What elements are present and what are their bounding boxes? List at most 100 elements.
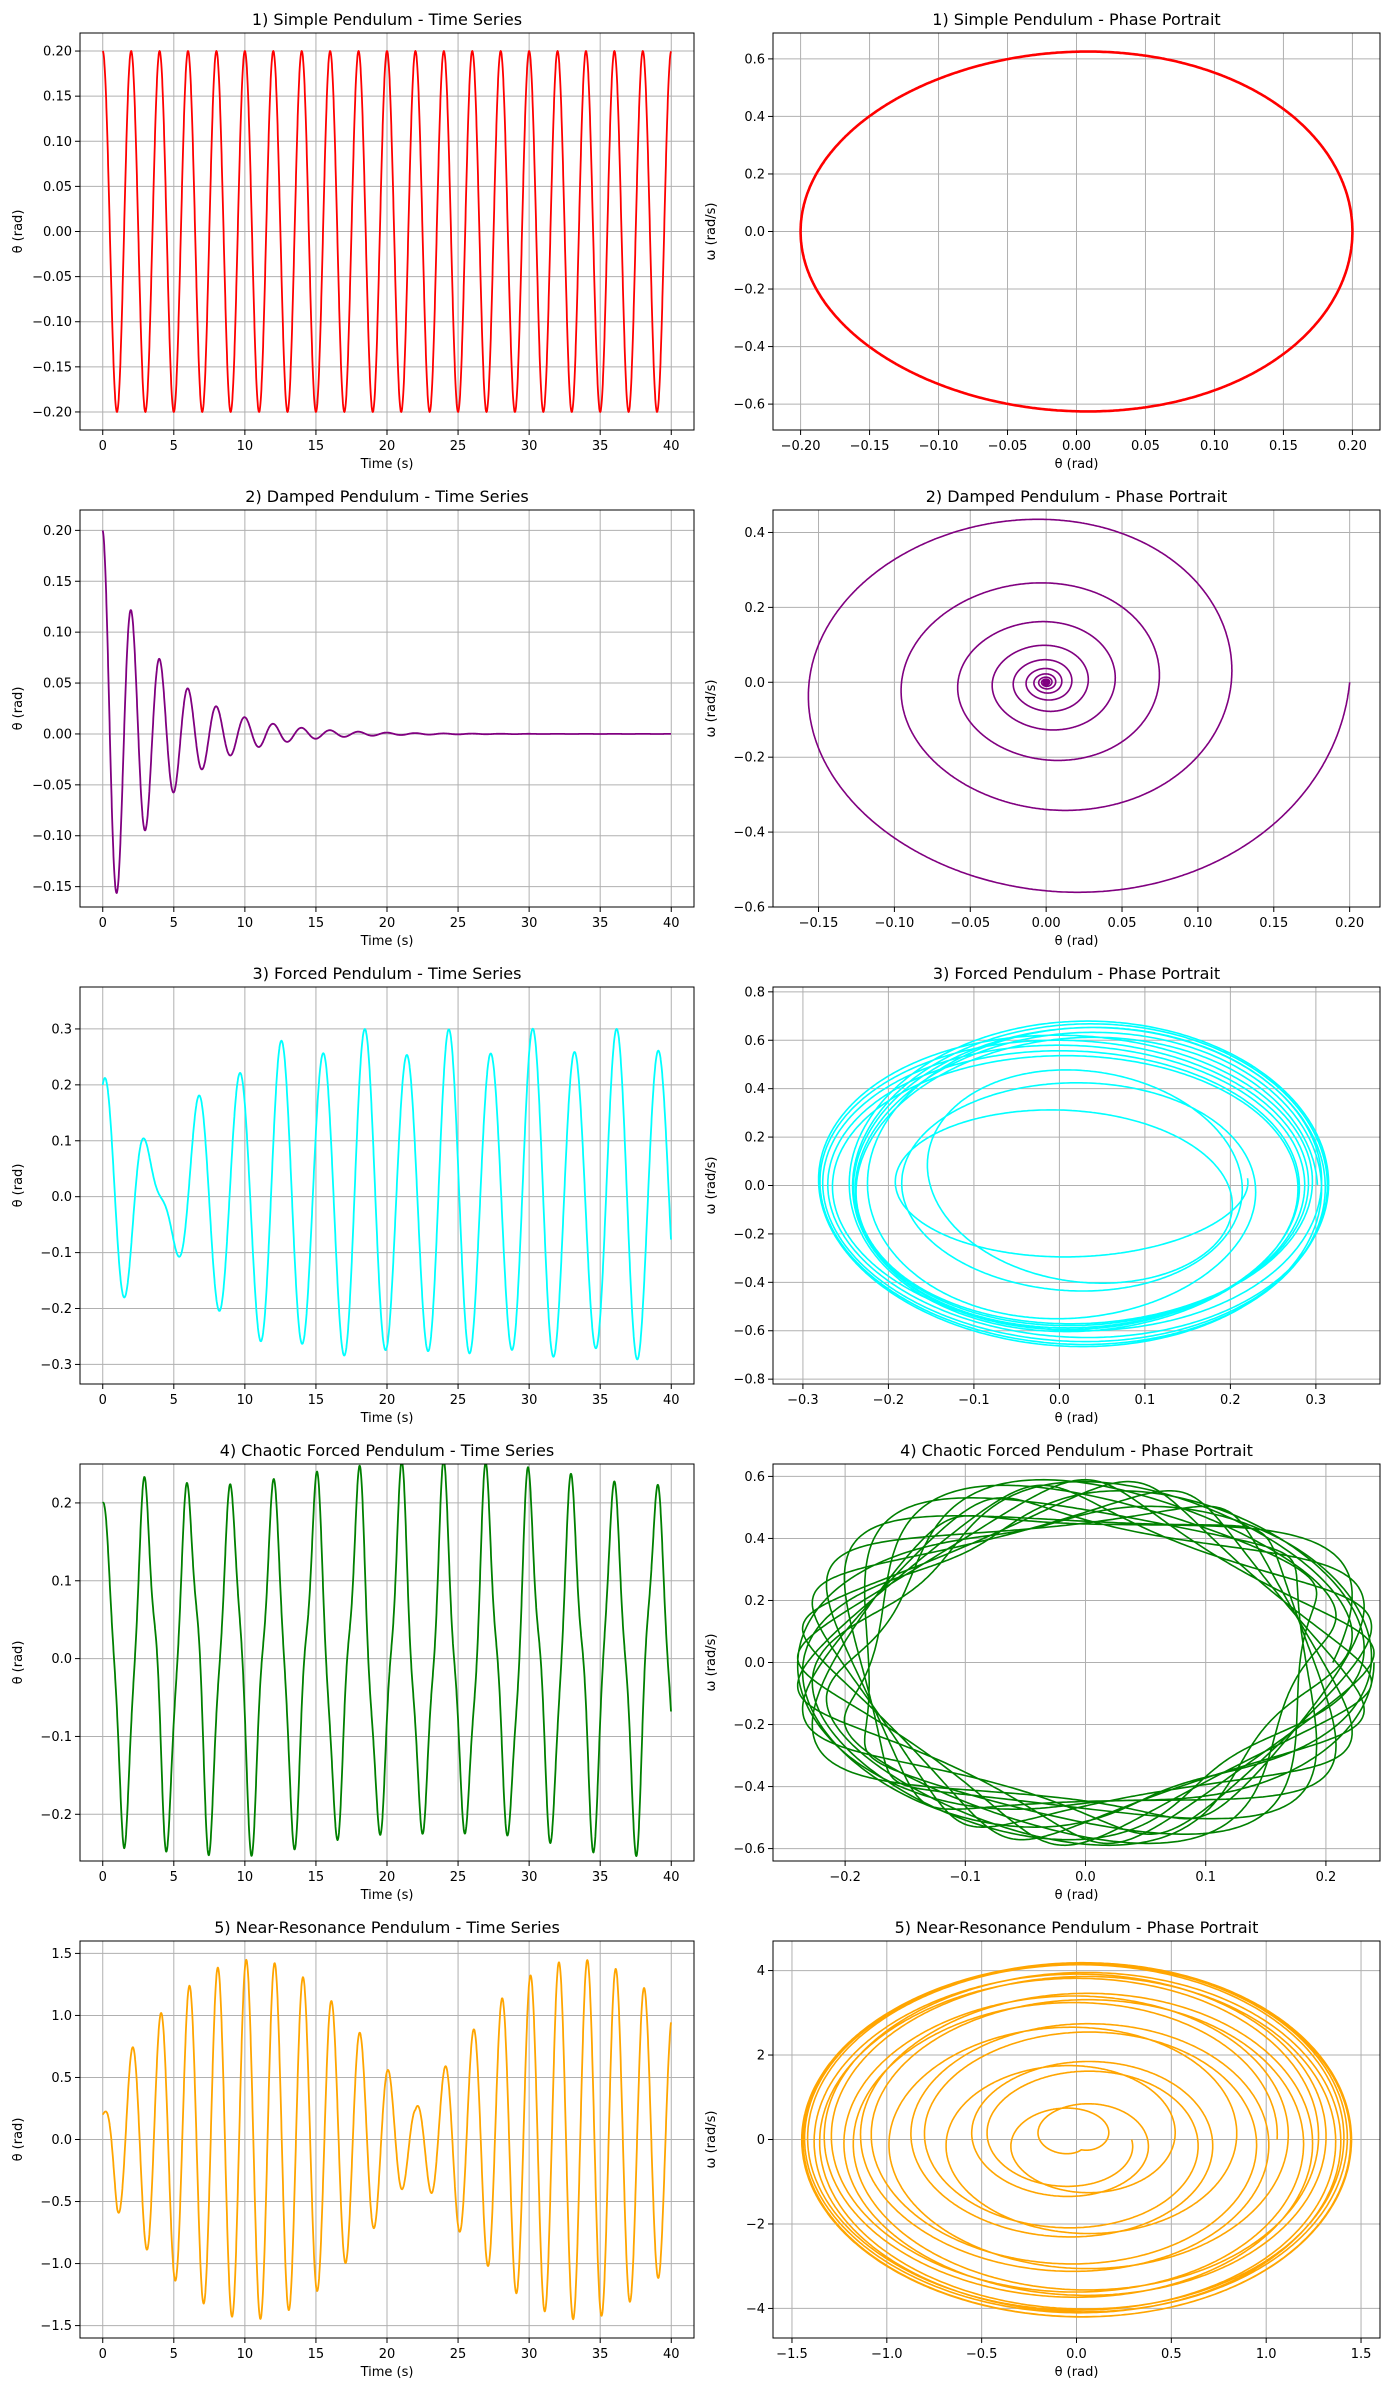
y-tick-label: 0.10	[43, 135, 72, 150]
x-tick-label: −0.20	[781, 439, 821, 454]
x-tick-label: 35	[592, 2347, 609, 2362]
y-tick-label: 0.0	[51, 1190, 72, 1205]
x-tick-label: 15	[308, 1870, 325, 1885]
chart-title: 5) Near-Resonance Pendulum - Time Series	[214, 1918, 560, 1937]
x-tick-label: 35	[592, 439, 609, 454]
x-tick-label: 5	[170, 2347, 178, 2362]
series-line	[799, 50, 1354, 413]
x-tick-label: −0.1	[958, 1393, 990, 1408]
chart-panel: −0.20 −0.15 −0.10 −0.05 0.00 0.05 0.10 0.15 0.20…	[704, 10, 1381, 472]
chart-panel: −0.15 −0.10 −0.05 0.00 0.05 0.10 0.15 0.20 −0.6 −…	[704, 487, 1381, 949]
y-tick-label: 0.4	[744, 1532, 765, 1547]
y-tick-label: −0.20	[32, 405, 72, 420]
x-tick-label: 5	[170, 1870, 178, 1885]
x-tick-label: 0	[99, 1870, 107, 1885]
x-tick-label: 20	[379, 439, 396, 454]
x-tick-label: −0.5	[966, 2347, 998, 2362]
y-tick-label: 0.4	[744, 1082, 765, 1097]
y-tick-label: 0.00	[43, 727, 72, 742]
y-tick-label: 0.0	[51, 2133, 72, 2148]
y-tick-label: −0.4	[733, 1276, 765, 1291]
x-tick-label: 0.2	[1220, 1393, 1241, 1408]
y-tick-label: 0.0	[51, 1652, 72, 1667]
y-axis-label: θ (rad)	[11, 1641, 26, 1685]
chart-panel: 0 5 10 15 20 25 30 35 40 −0.2 −0.1 0.0 0.1 0.2 4) Chao…	[11, 1441, 695, 1903]
y-tick-label: −0.6	[733, 901, 765, 916]
chart-panel: −0.2 −0.1 0.0 0.1 0.2 −0.6 −0.4 −0.2 0.0 0.2 0.4 0.…	[704, 1441, 1381, 1903]
y-tick-label: −0.1	[40, 1730, 72, 1745]
series-line	[101, 1958, 672, 2321]
x-tick-label: 0	[99, 2347, 107, 2362]
x-axis-label: θ (rad)	[1055, 1411, 1099, 1426]
y-axis-label: ω (rad/s)	[704, 1157, 719, 1215]
x-tick-label: −0.05	[950, 916, 990, 931]
x-tick-label: 0.05	[1131, 439, 1160, 454]
chart-title: 1) Simple Pendulum - Time Series	[252, 10, 522, 29]
y-tick-label: 0.5	[51, 2071, 72, 2086]
x-tick-label: 0.5	[1161, 2347, 1182, 2362]
axes-frame	[772, 509, 1381, 908]
x-tick-label: 1.0	[1256, 2347, 1277, 2362]
y-axis-label: θ (rad)	[11, 210, 26, 254]
x-tick-label: 20	[379, 1393, 396, 1408]
x-tick-label: 40	[663, 439, 680, 454]
x-tick-label: −0.10	[874, 916, 914, 931]
y-tick-label: 0.15	[43, 575, 72, 590]
y-tick-label: 0.4	[744, 526, 765, 541]
series-line	[102, 1464, 672, 1857]
x-tick-label: 20	[379, 2347, 396, 2362]
y-tick-label: 2	[757, 2049, 765, 2064]
chart-panel: −0.3 −0.2 −0.1 0.0 0.1 0.2 0.3 −0.8 −0.6 −0.4 −0.2…	[704, 964, 1381, 1426]
y-tick-label: 0.2	[51, 1496, 72, 1511]
y-tick-label: 0.1	[51, 1574, 72, 1589]
x-axis-label: θ (rad)	[1055, 2365, 1099, 2380]
y-tick-label: −1.5	[40, 2319, 72, 2334]
chart-title: 3) Forced Pendulum - Phase Portrait	[933, 964, 1220, 983]
x-tick-label: 40	[663, 1870, 680, 1885]
series-line	[800, 1961, 1353, 2318]
y-tick-label: −0.2	[733, 1718, 765, 1733]
x-tick-label: 0.1	[1135, 1393, 1156, 1408]
x-tick-label: −0.3	[787, 1393, 819, 1408]
y-axis-label: θ (rad)	[11, 1164, 26, 1208]
y-tick-label: −0.8	[733, 1373, 765, 1388]
x-tick-label: 10	[237, 2347, 254, 2362]
x-tick-label: 0.10	[1200, 439, 1229, 454]
y-tick-label: −4	[746, 2302, 765, 2317]
y-tick-label: −0.10	[32, 829, 72, 844]
y-tick-label: −0.2	[733, 283, 765, 298]
x-tick-label: −0.2	[873, 1393, 905, 1408]
y-tick-label: 4	[757, 1964, 765, 1979]
y-tick-label: −0.5	[40, 2195, 72, 2210]
x-tick-label: 30	[521, 1870, 538, 1885]
x-tick-label: 30	[521, 439, 538, 454]
x-tick-label: −0.05	[988, 439, 1028, 454]
x-tick-label: 40	[663, 2347, 680, 2362]
series-line	[101, 530, 672, 894]
x-tick-label: 15	[308, 1393, 325, 1408]
x-tick-label: 0.05	[1108, 916, 1137, 931]
x-axis-label: Time (s)	[360, 934, 414, 949]
y-tick-label: −0.6	[733, 398, 765, 413]
x-tick-label: 25	[450, 2347, 467, 2362]
x-tick-label: 25	[450, 1393, 467, 1408]
x-tick-label: 30	[521, 916, 538, 931]
y-tick-label: 0.0	[744, 1656, 765, 1671]
y-tick-label: 0.3	[51, 1022, 72, 1037]
y-tick-label: 0.2	[744, 1594, 765, 1609]
chart-panel: 0 5 10 15 20 25 30 35 40 −1.5 −1.0 −0.5 0.0 0.5 1.0 1.5…	[11, 1918, 695, 2380]
chart-title: 4) Chaotic Forced Pendulum - Phase Portr…	[900, 1441, 1253, 1460]
x-tick-label: 15	[308, 916, 325, 931]
y-tick-label: −0.1	[40, 1246, 72, 1261]
y-axis-label: ω (rad/s)	[704, 203, 719, 261]
x-axis-label: Time (s)	[360, 457, 414, 472]
x-tick-label: 15	[308, 439, 325, 454]
x-tick-label: −0.2	[829, 1870, 861, 1885]
x-axis-label: θ (rad)	[1055, 934, 1099, 949]
x-tick-label: 0.3	[1306, 1393, 1327, 1408]
x-tick-label: 0.2	[1316, 1870, 1337, 1885]
x-tick-label: 40	[663, 1393, 680, 1408]
y-tick-label: 0.2	[744, 167, 765, 182]
x-tick-label: 10	[237, 439, 254, 454]
y-tick-label: 0.2	[744, 601, 765, 616]
